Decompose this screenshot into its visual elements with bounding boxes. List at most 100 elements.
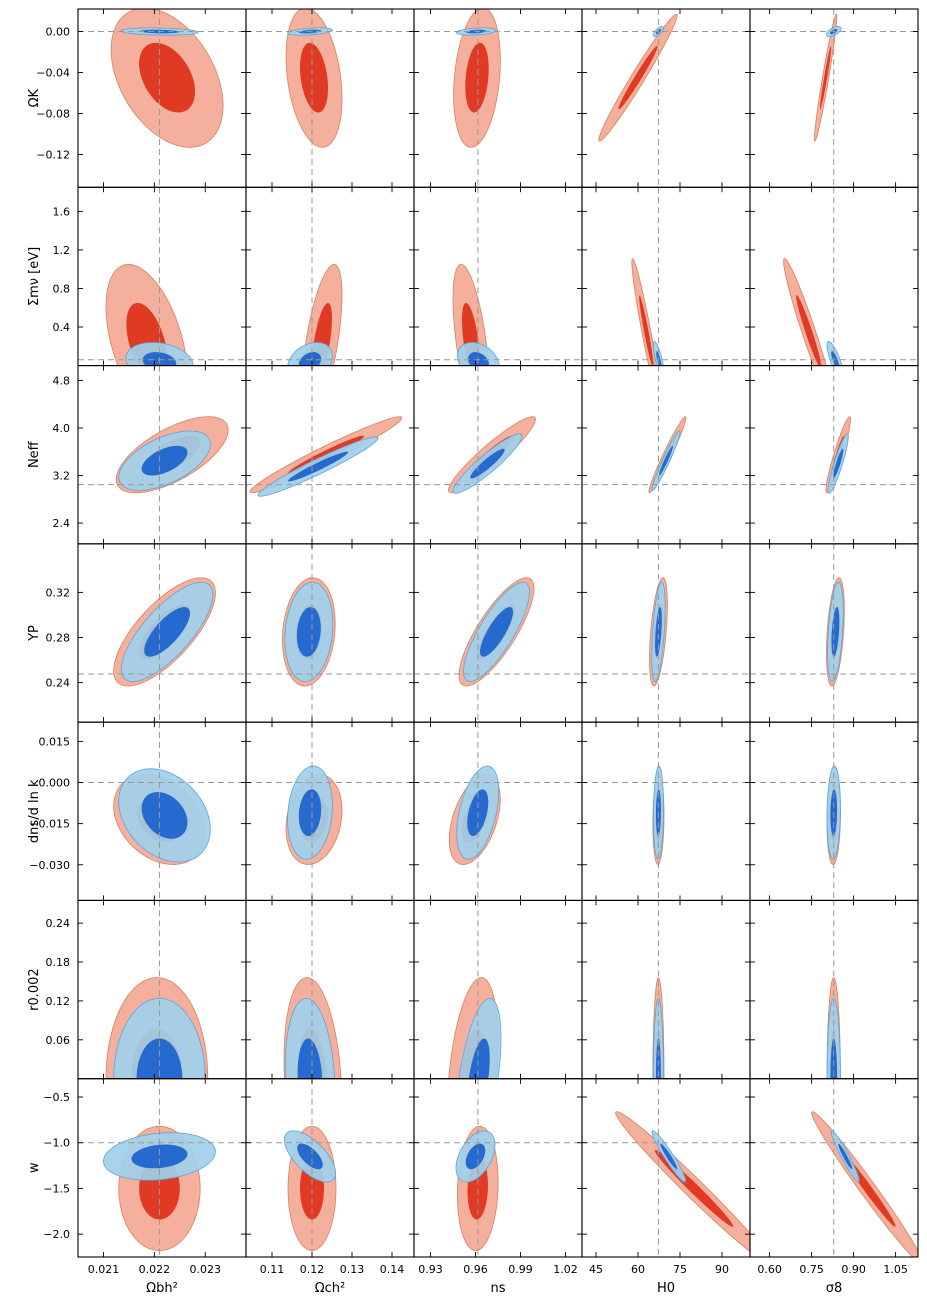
panel-neff-vs-omegab: 2.4 3.2 4.0 4.8 Neff bbox=[27, 365, 247, 545]
blue-68-contour bbox=[298, 789, 322, 836]
blue-68-contour bbox=[297, 1143, 323, 1170]
blue-68-contour bbox=[136, 1038, 183, 1079]
panel-plot-area bbox=[582, 1078, 750, 1257]
blue-68-contour bbox=[298, 352, 322, 366]
y-axis-label-r: r0.002 bbox=[27, 968, 42, 1011]
blue-68-contour bbox=[144, 607, 190, 657]
x-tick-label: 1.02 bbox=[553, 1263, 578, 1276]
x-tick-label: 0.021 bbox=[88, 1263, 120, 1276]
panel-w-vs-sigma8: 0.60 0.75 0.90 1.05 σ8 bbox=[749, 1078, 919, 1296]
panel-plot-area bbox=[414, 543, 582, 723]
panel-mnu-vs-H0 bbox=[581, 186, 751, 367]
blue-95-contour bbox=[458, 997, 502, 1079]
panel-plot-area bbox=[414, 722, 582, 901]
blue-68-contour bbox=[833, 448, 844, 479]
blue-68-contour bbox=[468, 352, 489, 366]
panel-frame bbox=[581, 721, 751, 901]
y-tick-label: −0.08 bbox=[36, 108, 70, 121]
panel-mnu-vs-omegac bbox=[245, 186, 415, 367]
panel-frame bbox=[413, 186, 583, 367]
panel-frame bbox=[581, 899, 751, 1080]
blue-68-contour bbox=[297, 1038, 323, 1079]
blue-68-contour bbox=[655, 1038, 661, 1079]
blue-68-contour bbox=[141, 445, 188, 476]
panel-plot-area bbox=[78, 1078, 246, 1257]
x-axis-label-ns: ns bbox=[490, 1281, 505, 1296]
panel-omegak-vs-ns bbox=[413, 8, 583, 188]
y-tick-label: 0.4 bbox=[53, 321, 71, 334]
panel-r-vs-omegab: 0.06 0.12 0.18 0.24 r0.002 bbox=[27, 899, 247, 1080]
x-axis-label-omegab: Ωbh² bbox=[146, 1281, 178, 1296]
y-axis-label-neff: Neff bbox=[27, 440, 42, 468]
panel-nrun-vs-omegac bbox=[245, 721, 415, 901]
y-tick-label: −0.5 bbox=[43, 1091, 70, 1104]
panel-neff-vs-sigma8 bbox=[749, 365, 919, 545]
panel-r-vs-H0 bbox=[581, 899, 751, 1080]
blue-68-contour bbox=[131, 1144, 188, 1169]
panel-plot-area bbox=[246, 543, 414, 723]
y-tick-label: −2.0 bbox=[43, 1228, 70, 1241]
panel-plot-area bbox=[246, 9, 414, 188]
panel-yp-vs-ns bbox=[413, 543, 583, 723]
blue-95-contour bbox=[284, 997, 335, 1079]
panel-neff-vs-H0 bbox=[581, 365, 751, 545]
panel-w-vs-omegac: 0.11 0.12 0.13 0.14 Ωch² bbox=[245, 1078, 415, 1296]
y-tick-label: −1.5 bbox=[43, 1182, 70, 1195]
panel-omegak-vs-omegac bbox=[245, 8, 415, 188]
y-tick-label: 4.0 bbox=[53, 422, 71, 435]
blue-68-contour bbox=[830, 1038, 838, 1079]
y-tick-label: 0.32 bbox=[46, 586, 71, 599]
x-tick-label: 0.022 bbox=[139, 1263, 171, 1276]
panel-plot-area bbox=[414, 1078, 582, 1257]
x-tick-label: 90 bbox=[715, 1263, 729, 1276]
panel-mnu-vs-sigma8 bbox=[749, 186, 919, 367]
panel-plot-area bbox=[448, 900, 502, 1079]
panel-w-vs-omegab: 0.021 0.022 0.023 Ωbh² −0.5 −1.0 −1.5 −2.0 w bbox=[27, 1078, 247, 1296]
y-axis-label-omegak: ΩK bbox=[27, 88, 42, 107]
panel-omegak-vs-sigma8 bbox=[749, 8, 919, 188]
blue-68-contour bbox=[468, 1038, 490, 1079]
y-tick-label: 0.28 bbox=[46, 632, 71, 645]
panel-plot-area bbox=[582, 543, 750, 723]
y-axis-label-mnu: Σmν [eV] bbox=[27, 247, 42, 306]
panel-frame bbox=[581, 186, 751, 367]
y-tick-label: 4.8 bbox=[53, 374, 71, 387]
x-tick-label: 0.11 bbox=[260, 1263, 285, 1276]
x-tick-label: 0.96 bbox=[463, 1263, 488, 1276]
panel-plot-area bbox=[414, 9, 582, 188]
panel-plot-area bbox=[750, 9, 918, 188]
panel-plot-area bbox=[750, 187, 918, 366]
panel-plot-area bbox=[283, 900, 342, 1079]
red-68-contour bbox=[618, 45, 658, 110]
red-68-contour bbox=[639, 295, 654, 366]
panel-yp-vs-H0 bbox=[581, 543, 751, 723]
red-68-contour bbox=[465, 42, 489, 113]
y-tick-label: 2.4 bbox=[53, 517, 71, 530]
blue-68-contour bbox=[655, 607, 662, 657]
y-tick-label: −0.04 bbox=[36, 67, 70, 80]
red-68-contour bbox=[139, 42, 196, 113]
panel-plot-area bbox=[246, 722, 414, 901]
y-tick-label: −0.030 bbox=[29, 859, 70, 872]
panel-plot-area bbox=[105, 900, 209, 1079]
red-68-contour bbox=[796, 295, 822, 366]
panel-plot-area bbox=[78, 722, 246, 901]
x-axis-label-H0: H0 bbox=[657, 1281, 675, 1296]
panel-r-vs-ns bbox=[413, 899, 583, 1080]
panel-grid: 0.00 −0.04 −0.08 −0.12 ΩK 0.4 0.8 1.2 1.6 Σmν [eV… bbox=[27, 8, 919, 1296]
y-tick-label: 1.6 bbox=[53, 205, 71, 218]
y-tick-label: 0.000 bbox=[39, 776, 71, 789]
panel-plot-area bbox=[78, 187, 246, 366]
x-tick-label: 1.05 bbox=[883, 1263, 908, 1276]
y-tick-label: 0.24 bbox=[46, 677, 71, 690]
x-tick-label: 0.75 bbox=[799, 1263, 824, 1276]
red-68-contour bbox=[820, 45, 832, 110]
panel-plot-area bbox=[582, 722, 750, 901]
y-tick-label: −0.015 bbox=[29, 818, 70, 831]
y-tick-label: 0.8 bbox=[53, 282, 71, 295]
y-tick-label: 0.00 bbox=[46, 26, 71, 39]
y-axis-label-nrun: dns/d ln k bbox=[27, 779, 42, 843]
panel-plot-area bbox=[750, 1078, 918, 1257]
blue-68-contour bbox=[141, 792, 188, 839]
